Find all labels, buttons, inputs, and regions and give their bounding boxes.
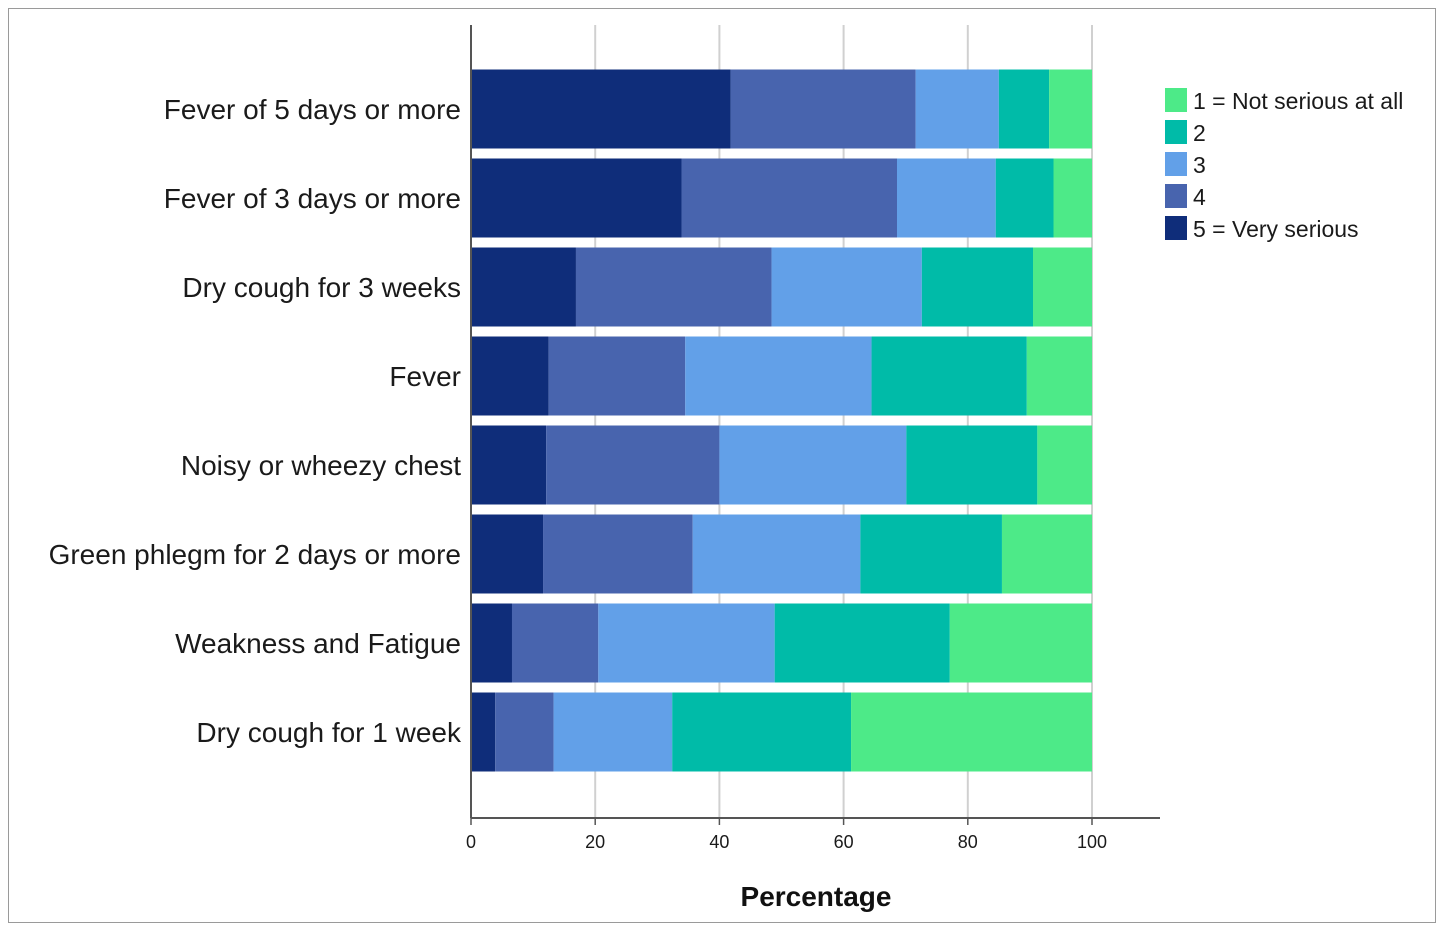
- x-tick-label: 100: [1077, 832, 1107, 852]
- category-label: Fever of 5 days or more: [164, 94, 461, 125]
- bar-segment: [471, 158, 682, 238]
- bar-segment: [995, 158, 1054, 238]
- bar-segment: [906, 425, 1038, 505]
- bar-segment: [543, 514, 693, 594]
- bar-segment: [598, 603, 775, 683]
- bar-segment: [471, 514, 544, 594]
- bar-segment: [949, 603, 1092, 683]
- bar-segment: [548, 336, 686, 416]
- bar-segment: [871, 336, 1027, 416]
- bar-segment: [1001, 514, 1092, 594]
- bar-segment: [851, 692, 1092, 772]
- legend-label: 2: [1193, 120, 1206, 146]
- category-labels: Fever of 5 days or more Fever of 3 days o…: [49, 94, 462, 748]
- bar-segment: [921, 247, 1034, 327]
- category-label: Fever: [389, 361, 461, 392]
- bar-segment: [998, 69, 1050, 149]
- legend-label: 4: [1193, 184, 1206, 210]
- bar-segment: [771, 247, 922, 327]
- bar-segment: [774, 603, 950, 683]
- category-label: Fever of 3 days or more: [164, 183, 461, 214]
- x-tick-label: 40: [709, 832, 729, 852]
- x-tick-label: 80: [958, 832, 978, 852]
- bar-segment: [1026, 336, 1092, 416]
- category-label: Green phlegm for 2 days or more: [49, 539, 461, 570]
- category-label: Dry cough for 3 weeks: [182, 272, 461, 303]
- bar-segment: [730, 69, 916, 149]
- bar-segment: [495, 692, 554, 772]
- bar-segment: [471, 692, 496, 772]
- bar-segment: [860, 514, 1002, 594]
- grid-lines: [594, 25, 1093, 818]
- legend-swatch: [1165, 120, 1187, 144]
- bar-segment: [471, 336, 549, 416]
- legend-label: 5 = Very serious: [1193, 216, 1359, 242]
- category-label: Noisy or wheezy chest: [181, 450, 461, 481]
- legend: 1 = Not serious at all 2 3 4 5 = Very seriou…: [1165, 88, 1403, 242]
- bar-segment: [471, 69, 731, 149]
- category-label: Weakness and Fatigue: [175, 628, 461, 659]
- bars: [471, 69, 1092, 772]
- bar-segment: [915, 69, 999, 149]
- bar-segment: [1049, 69, 1092, 149]
- bar-segment: [897, 158, 996, 238]
- x-axis-title: Percentage: [741, 881, 892, 912]
- bar-segment: [1037, 425, 1092, 505]
- x-tick-labels: 0 20 40 60 80 100: [466, 818, 1107, 852]
- x-tick-label: 0: [466, 832, 476, 852]
- legend-label: 3: [1193, 152, 1206, 178]
- category-label: Dry cough for 1 week: [196, 717, 462, 748]
- x-tick-label: 60: [834, 832, 854, 852]
- legend-swatch: [1165, 152, 1187, 176]
- legend-label: 1 = Not serious at all: [1193, 88, 1403, 114]
- bar-segment: [471, 247, 576, 327]
- bar-segment: [575, 247, 772, 327]
- bar-segment: [719, 425, 907, 505]
- bar-segment: [692, 514, 861, 594]
- bar-segment: [672, 692, 852, 772]
- x-tick-label: 20: [585, 832, 605, 852]
- axes: [470, 25, 1160, 819]
- legend-swatch: [1165, 184, 1187, 208]
- legend-swatch: [1165, 88, 1187, 112]
- bar-segment: [546, 425, 720, 505]
- bar-segment: [471, 425, 547, 505]
- bar-segment: [471, 603, 512, 683]
- bar-segment: [681, 158, 898, 238]
- bar-segment: [511, 603, 599, 683]
- bar-segment: [1033, 247, 1092, 327]
- legend-swatch: [1165, 216, 1187, 240]
- bar-segment: [553, 692, 673, 772]
- bar-segment: [685, 336, 872, 416]
- bar-segment: [1053, 158, 1092, 238]
